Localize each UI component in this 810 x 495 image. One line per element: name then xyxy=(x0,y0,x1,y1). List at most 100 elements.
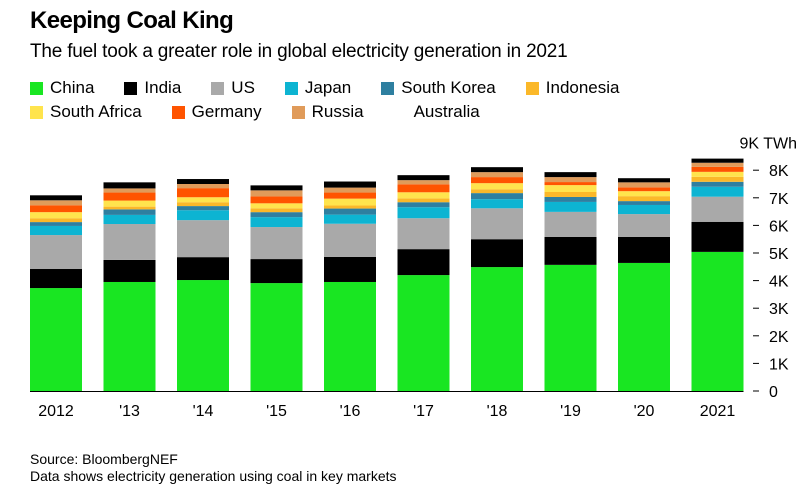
legend-item-japan: Japan xyxy=(284,78,351,98)
bar-segment-indonesia xyxy=(30,218,82,223)
bar-segment-indonesia xyxy=(324,205,376,209)
bars-group xyxy=(30,158,744,391)
bar-segment-indonesia xyxy=(618,196,670,202)
bar-segment-indonesia xyxy=(544,192,597,197)
bar-segment-india xyxy=(618,236,670,263)
y-tick-label: 6K xyxy=(769,218,789,235)
legend-item-us: US xyxy=(211,78,255,98)
bar-segment-japan xyxy=(397,207,450,219)
bar-stack-2021 xyxy=(691,158,744,391)
bar-segment-india xyxy=(30,269,82,289)
legend-item-russia: Russia xyxy=(291,102,364,122)
bar-segment-indonesia xyxy=(177,202,229,207)
bar-segment-us xyxy=(544,211,597,237)
legend-swatch-south-korea xyxy=(381,81,395,95)
bar-segment-indonesia xyxy=(471,189,523,194)
legend-swatch-russia xyxy=(291,105,305,119)
bar-segment-germany xyxy=(324,192,376,199)
bar-segment-india xyxy=(471,239,523,268)
legend: China India US Japan South Korea Indonesia So… xyxy=(30,76,730,124)
bar-segment-russia xyxy=(618,182,670,188)
bar-segment-us xyxy=(103,224,156,260)
legend-swatch-indonesia xyxy=(525,81,539,95)
bar-segment-japan xyxy=(544,201,597,212)
bar-segment-us xyxy=(324,223,376,257)
bar-segment-china xyxy=(30,288,82,391)
legend-swatch-india xyxy=(124,81,138,95)
bar-segment-russia xyxy=(691,162,744,167)
bar-segment-south-korea xyxy=(324,208,376,215)
source-note: Source: BloombergNEF xyxy=(30,451,178,467)
bar-segment-australia xyxy=(544,172,597,178)
bar-segment-india xyxy=(103,259,156,282)
bar-segment-russia xyxy=(30,200,82,206)
bar-segment-us xyxy=(618,214,670,237)
bar-segment-south-africa xyxy=(30,212,82,219)
bar-segment-south-africa xyxy=(691,171,744,177)
bar-segment-south-korea xyxy=(30,222,82,226)
bar-segment-south-africa xyxy=(544,185,597,193)
y-axis-unit-label: 9K TWh xyxy=(740,136,798,153)
legend-swatch-germany xyxy=(171,105,185,119)
y-axis: 0 1K 2K 3K 4K 5K 6K 7K 8K xyxy=(753,163,789,401)
bar-stack-20 xyxy=(618,178,670,391)
bar-segment-germany xyxy=(544,182,597,186)
bar-segment-south-korea xyxy=(544,196,597,202)
y-tick-label: 0 xyxy=(769,384,778,401)
bar-segment-south-africa xyxy=(177,197,229,203)
bar-segment-south-africa xyxy=(324,198,376,206)
legend-swatch-china xyxy=(30,81,43,95)
bar-segment-south-korea xyxy=(177,206,229,211)
bar-stack-18 xyxy=(471,167,523,391)
bar-segment-us xyxy=(177,220,229,258)
bar-segment-japan xyxy=(30,225,82,236)
x-tick-label: '16 xyxy=(340,403,361,420)
bar-segment-south-korea xyxy=(397,202,450,208)
legend-row: China India US Japan South Korea Indonesia xyxy=(30,76,730,100)
bar-segment-australia xyxy=(397,175,450,181)
y-tick-label: 7K xyxy=(769,191,789,208)
legend-item-south-africa: South Africa xyxy=(30,102,142,122)
bar-segment-russia xyxy=(324,187,376,193)
bar-segment-us xyxy=(30,235,82,270)
x-tick-label: '14 xyxy=(193,403,214,420)
legend-item-india: India xyxy=(124,78,181,98)
x-tick-label: '20 xyxy=(634,403,655,420)
legend-label: US xyxy=(231,78,255,97)
bar-segment-south-africa xyxy=(618,191,670,197)
bar-segment-japan xyxy=(250,217,303,228)
x-tick-label: '19 xyxy=(560,403,581,420)
bar-segment-us xyxy=(691,196,744,222)
data-note: Data shows electricity generation using … xyxy=(30,468,397,484)
x-tick-label: '13 xyxy=(119,403,140,420)
bar-segment-australia xyxy=(618,178,670,183)
y-tick-label: 3K xyxy=(769,301,789,318)
bar-segment-china xyxy=(544,264,597,391)
chart-title: Keeping Coal King xyxy=(30,7,234,34)
bar-segment-us xyxy=(397,218,450,250)
legend-swatch-australia xyxy=(393,105,407,119)
bar-segment-russia xyxy=(397,180,450,185)
y-tick-label: 8K xyxy=(769,163,789,180)
bar-segment-australia xyxy=(324,181,376,188)
legend-item-china: China xyxy=(30,78,94,98)
bar-segment-south-africa xyxy=(250,203,303,209)
legend-label: Australia xyxy=(413,102,480,121)
bar-segment-us xyxy=(471,208,523,240)
y-tick-label: 5K xyxy=(769,246,789,263)
bar-segment-japan xyxy=(471,199,523,209)
bar-segment-india xyxy=(177,257,229,281)
bar-stack-16 xyxy=(324,181,376,391)
legend-label: India xyxy=(144,78,182,97)
bar-segment-china xyxy=(691,251,744,391)
bar-segment-indonesia xyxy=(103,206,156,210)
bar-segment-russia xyxy=(177,184,229,189)
bar-segment-india xyxy=(324,256,376,282)
bar-segment-germany xyxy=(618,187,670,192)
bar-segment-south-korea xyxy=(691,181,744,187)
bar-segment-australia xyxy=(30,195,82,201)
legend-swatch-south-africa xyxy=(30,105,43,119)
legend-swatch-japan xyxy=(284,81,298,95)
bar-segment-china xyxy=(397,275,450,391)
